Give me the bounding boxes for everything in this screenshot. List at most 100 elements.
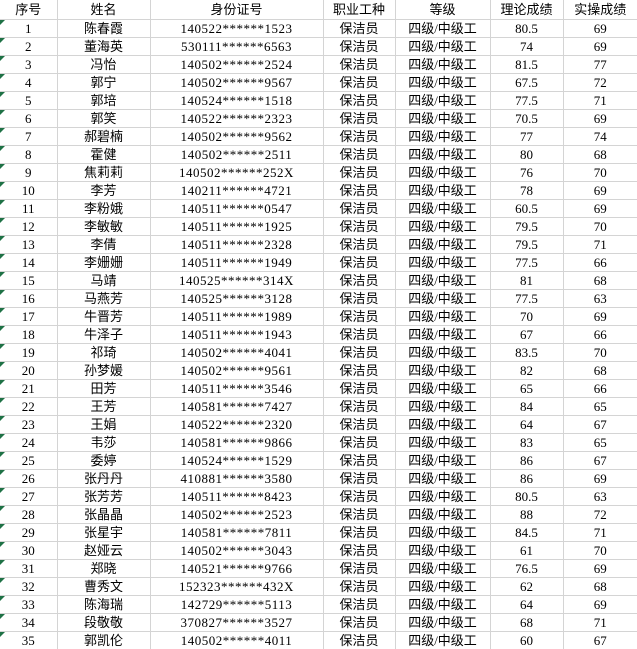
cell-job[interactable]: 保洁员 [323, 37, 396, 56]
cell-job[interactable]: 保洁员 [323, 523, 396, 542]
cell-name[interactable]: 郭培 [57, 91, 151, 110]
cell-id[interactable]: 530111******6563 [150, 37, 324, 56]
column-header-id[interactable]: 身份证号 [150, 0, 324, 20]
cell-level[interactable]: 四级/中级工 [395, 325, 491, 344]
cell-name[interactable]: 曹秀文 [57, 577, 151, 596]
cell-job[interactable]: 保洁员 [323, 307, 396, 326]
cell-job[interactable]: 保洁员 [323, 145, 396, 164]
cell-id[interactable]: 140511******2328 [150, 235, 324, 254]
cell-practical[interactable]: 70 [563, 541, 637, 560]
cell-name[interactable]: 张丹丹 [57, 469, 151, 488]
cell-name[interactable]: 张星宇 [57, 523, 151, 542]
column-header-job[interactable]: 职业工种 [323, 0, 396, 20]
cell-id[interactable]: 140511******3546 [150, 379, 324, 398]
cell-practical[interactable]: 68 [563, 271, 637, 290]
cell-practical[interactable]: 67 [563, 451, 637, 470]
cell-job[interactable]: 保洁员 [323, 73, 396, 92]
cell-theory[interactable]: 80 [490, 145, 564, 164]
cell-job[interactable]: 保洁员 [323, 127, 396, 146]
cell-index[interactable]: 13 [0, 235, 58, 254]
cell-name[interactable]: 陈海瑞 [57, 595, 151, 614]
column-header-practical[interactable]: 实操成绩 [563, 0, 637, 20]
cell-job[interactable]: 保洁员 [323, 217, 396, 236]
cell-index[interactable]: 16 [0, 289, 58, 308]
cell-job[interactable]: 保洁员 [323, 91, 396, 110]
cell-theory[interactable]: 76.5 [490, 559, 564, 578]
cell-job[interactable]: 保洁员 [323, 235, 396, 254]
cell-id[interactable]: 140511******1943 [150, 325, 324, 344]
cell-job[interactable]: 保洁员 [323, 361, 396, 380]
cell-job[interactable]: 保洁员 [323, 631, 396, 649]
cell-id[interactable]: 140502******9562 [150, 127, 324, 146]
cell-id[interactable]: 140581******7427 [150, 397, 324, 416]
cell-index[interactable]: 34 [0, 613, 58, 632]
cell-level[interactable]: 四级/中级工 [395, 37, 491, 56]
cell-index[interactable]: 2 [0, 37, 58, 56]
cell-id[interactable]: 140525******314X [150, 271, 324, 290]
cell-id[interactable]: 140522******1523 [150, 19, 324, 38]
cell-name[interactable]: 陈春霞 [57, 19, 151, 38]
cell-practical[interactable]: 71 [563, 235, 637, 254]
cell-index[interactable]: 30 [0, 541, 58, 560]
cell-theory[interactable]: 78 [490, 181, 564, 200]
cell-level[interactable]: 四级/中级工 [395, 271, 491, 290]
cell-theory[interactable]: 81 [490, 271, 564, 290]
column-header-level[interactable]: 等级 [395, 0, 491, 20]
cell-level[interactable]: 四级/中级工 [395, 523, 491, 542]
cell-job[interactable]: 保洁员 [323, 469, 396, 488]
cell-id[interactable]: 140581******7811 [150, 523, 324, 542]
cell-id[interactable]: 140502******252X [150, 163, 324, 182]
cell-job[interactable]: 保洁员 [323, 325, 396, 344]
cell-index[interactable]: 19 [0, 343, 58, 362]
cell-practical[interactable]: 71 [563, 523, 637, 542]
cell-practical[interactable]: 69 [563, 109, 637, 128]
cell-name[interactable]: 焦莉莉 [57, 163, 151, 182]
cell-practical[interactable]: 69 [563, 181, 637, 200]
cell-id[interactable]: 140524******1518 [150, 91, 324, 110]
cell-name[interactable]: 郭宁 [57, 73, 151, 92]
cell-job[interactable]: 保洁员 [323, 19, 396, 38]
cell-name[interactable]: 郑晓 [57, 559, 151, 578]
cell-id[interactable]: 140211******4721 [150, 181, 324, 200]
cell-practical[interactable]: 69 [563, 595, 637, 614]
cell-id[interactable]: 140502******9561 [150, 361, 324, 380]
cell-id[interactable]: 140581******9866 [150, 433, 324, 452]
cell-job[interactable]: 保洁员 [323, 505, 396, 524]
cell-index[interactable]: 8 [0, 145, 58, 164]
cell-job[interactable]: 保洁员 [323, 379, 396, 398]
cell-level[interactable]: 四级/中级工 [395, 595, 491, 614]
cell-practical[interactable]: 63 [563, 289, 637, 308]
cell-job[interactable]: 保洁员 [323, 289, 396, 308]
cell-id[interactable]: 140502******2511 [150, 145, 324, 164]
cell-name[interactable]: 郭凯伦 [57, 631, 151, 649]
cell-index[interactable]: 11 [0, 199, 58, 218]
cell-name[interactable]: 王芳 [57, 397, 151, 416]
cell-job[interactable]: 保洁员 [323, 595, 396, 614]
cell-theory[interactable]: 67.5 [490, 73, 564, 92]
cell-theory[interactable]: 86 [490, 469, 564, 488]
cell-name[interactable]: 赵娅云 [57, 541, 151, 560]
cell-job[interactable]: 保洁员 [323, 109, 396, 128]
cell-job[interactable]: 保洁员 [323, 199, 396, 218]
cell-job[interactable]: 保洁员 [323, 613, 396, 632]
cell-job[interactable]: 保洁员 [323, 559, 396, 578]
cell-index[interactable]: 9 [0, 163, 58, 182]
cell-index[interactable]: 27 [0, 487, 58, 506]
cell-level[interactable]: 四级/中级工 [395, 19, 491, 38]
cell-name[interactable]: 张芳芳 [57, 487, 151, 506]
cell-name[interactable]: 冯怡 [57, 55, 151, 74]
cell-id[interactable]: 140502******2524 [150, 55, 324, 74]
cell-index[interactable]: 35 [0, 631, 58, 649]
cell-practical[interactable]: 69 [563, 307, 637, 326]
cell-theory[interactable]: 80.5 [490, 19, 564, 38]
cell-index[interactable]: 31 [0, 559, 58, 578]
column-header-name[interactable]: 姓名 [57, 0, 151, 20]
cell-name[interactable]: 祁琦 [57, 343, 151, 362]
cell-index[interactable]: 6 [0, 109, 58, 128]
cell-id[interactable]: 142729******5113 [150, 595, 324, 614]
cell-level[interactable]: 四级/中级工 [395, 343, 491, 362]
cell-name[interactable]: 孙梦媛 [57, 361, 151, 380]
cell-theory[interactable]: 84.5 [490, 523, 564, 542]
cell-index[interactable]: 22 [0, 397, 58, 416]
cell-index[interactable]: 32 [0, 577, 58, 596]
